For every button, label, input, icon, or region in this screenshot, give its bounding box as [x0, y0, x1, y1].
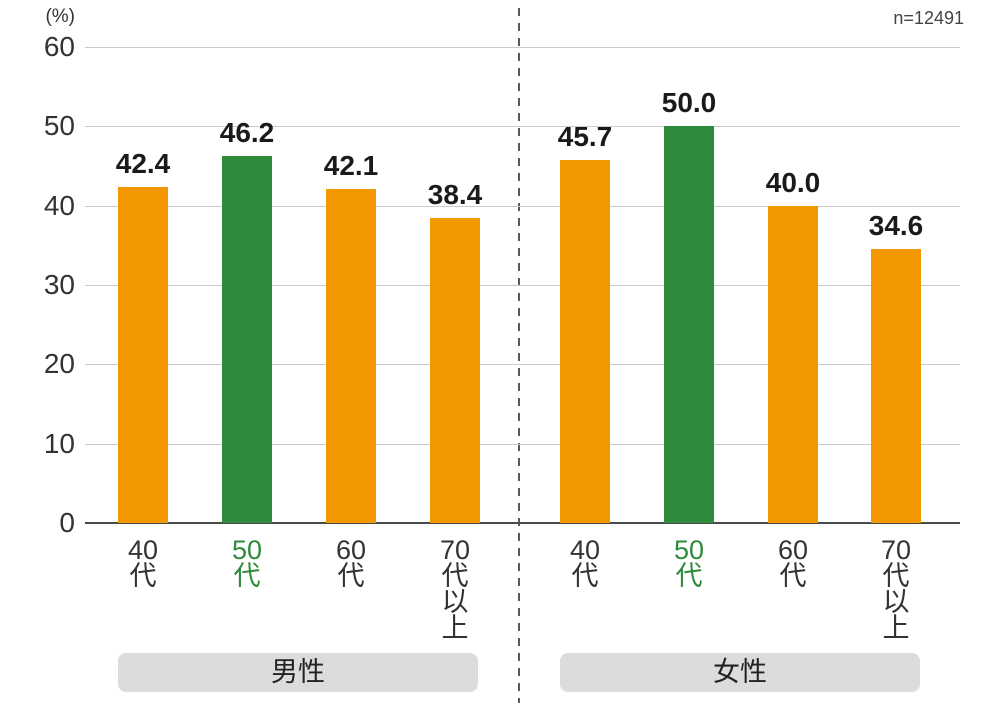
bar — [560, 160, 610, 523]
x-category-label: 40 代 — [569, 535, 601, 591]
x-category-label: 40 代 — [127, 535, 159, 591]
y-gridline — [85, 443, 960, 445]
y-axis-tick-label: 30 — [43, 269, 75, 300]
sample-size-label: n=12491 — [893, 8, 964, 28]
x-category-label: 70 代以上 — [880, 535, 912, 643]
y-axis-tick-label: 0 — [59, 507, 75, 538]
x-category-label: 70 代以上 — [439, 535, 471, 643]
x-category-label: 60 代 — [335, 535, 367, 591]
bar-value-label: 34.6 — [868, 209, 924, 241]
y-axis-tick-label: 20 — [43, 348, 75, 380]
bar-value-label: 40.0 — [765, 166, 821, 198]
group-label-pill: 男性 — [118, 653, 478, 692]
y-gridline — [85, 364, 960, 366]
bar-value-label: 38.4 — [427, 179, 483, 211]
bar-value-label: 45.7 — [557, 121, 613, 153]
bar — [871, 248, 921, 523]
bar-value-label: 50.0 — [661, 87, 717, 119]
x-category-label: 50 代 — [231, 535, 263, 591]
bar-highlighted — [664, 126, 714, 523]
bar-value-label: 46.2 — [219, 117, 275, 149]
y-axis-tick-label: 40 — [43, 189, 75, 221]
x-category-label: 60 代 — [777, 535, 809, 591]
bar — [326, 189, 376, 523]
bar — [430, 218, 480, 523]
y-gridline — [85, 47, 960, 48]
y-axis-tick-label: 50 — [43, 110, 75, 142]
y-axis-tick-label: 10 — [43, 427, 75, 459]
bar-highlighted — [222, 156, 272, 523]
group-divider-line — [518, 8, 520, 703]
y-axis-tick-label: 60 — [43, 31, 75, 62]
y-gridline — [85, 205, 960, 207]
x-category-label: 50 代 — [673, 535, 705, 591]
bar-value-label: 42.1 — [323, 150, 379, 181]
bar — [768, 205, 818, 523]
group-label-pill: 女性 — [560, 653, 920, 692]
x-axis-baseline — [85, 522, 960, 524]
y-axis-unit-label: (%) — [45, 6, 75, 27]
y-gridline — [85, 285, 960, 286]
bar — [118, 186, 168, 523]
bar-value-label: 42.4 — [115, 147, 171, 179]
y-gridline — [85, 126, 960, 128]
